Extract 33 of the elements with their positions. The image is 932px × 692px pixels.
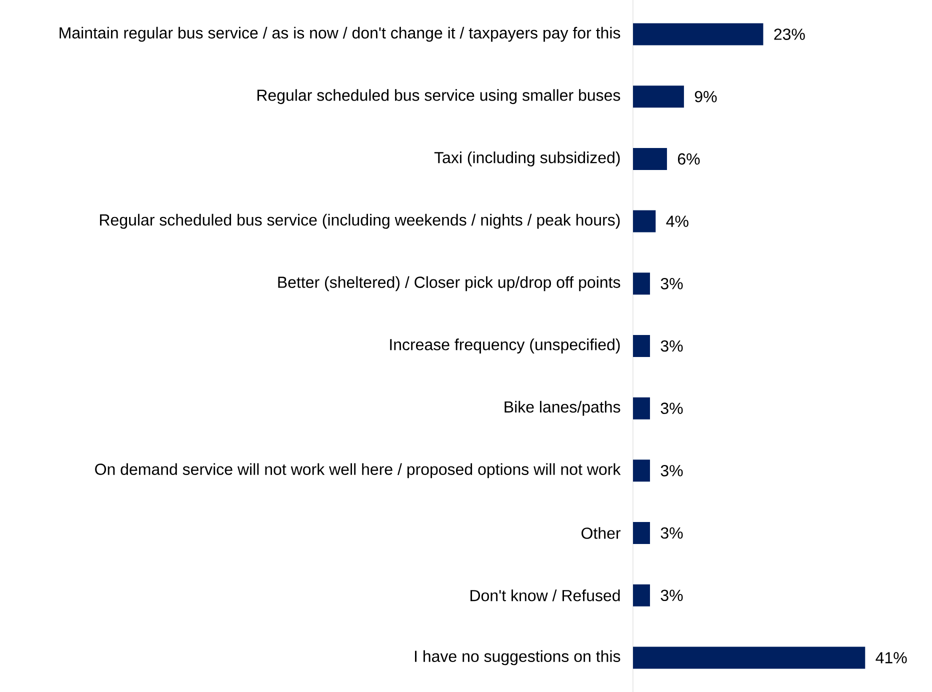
data-label: 41% <box>876 652 907 664</box>
y-tick-label: Better (sheltered) / Closer pick up/drop off points <box>278 276 620 292</box>
bar <box>633 397 650 420</box>
y-tick-label: Don't know / Refused <box>470 589 620 602</box>
bar <box>633 584 650 606</box>
bar <box>633 23 764 46</box>
bar <box>633 460 650 482</box>
y-tick-label: On demand service will not work well here / proposed options will not work <box>95 463 621 478</box>
data-label: 4% <box>666 216 688 227</box>
data-label: 3% <box>660 340 683 352</box>
bar <box>633 272 650 295</box>
bar <box>633 646 866 669</box>
bar <box>633 522 650 544</box>
y-tick-label: Bike lanes/paths <box>504 400 620 416</box>
data-label: 3% <box>660 465 683 476</box>
y-tick-label: Maintain regular bus service / as is now / don't change it / taxpayers pay for this <box>60 26 620 42</box>
data-label: 3% <box>660 402 683 414</box>
data-label: 23% <box>774 28 805 40</box>
y-tick-label: I have no suggestions on this <box>415 650 620 666</box>
bar <box>633 334 650 357</box>
data-label: 3% <box>660 278 683 290</box>
y-tick-label: Regular scheduled bus service using smaller buses <box>257 89 620 104</box>
y-tick-label: Increase frequency (unspecified) <box>390 338 620 354</box>
bar <box>633 86 684 108</box>
bar <box>633 210 656 232</box>
y-tick-label: Other <box>582 527 621 539</box>
bar <box>633 148 667 170</box>
data-label: 6% <box>678 153 700 165</box>
y-tick-label: Taxi (including subsidized) <box>434 152 620 166</box>
data-label: 9% <box>694 90 717 102</box>
y-tick-label: Regular scheduled bus service (including weekends / nights / peak hours) <box>100 214 620 229</box>
data-label: 3% <box>660 527 683 539</box>
data-label: 3% <box>660 590 683 602</box>
